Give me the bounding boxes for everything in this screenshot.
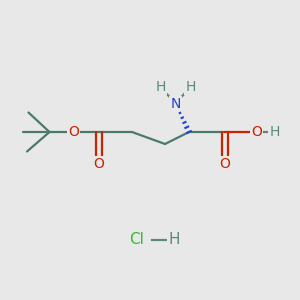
Text: H: H [168, 232, 180, 247]
Text: Cl: Cl [129, 232, 144, 247]
Text: O: O [94, 157, 104, 170]
Text: H: H [185, 80, 196, 94]
Text: H: H [155, 80, 166, 94]
Text: O: O [220, 157, 230, 170]
Text: N: N [170, 97, 181, 110]
Text: O: O [251, 125, 262, 139]
Text: O: O [68, 125, 79, 139]
Text: H: H [269, 125, 280, 139]
